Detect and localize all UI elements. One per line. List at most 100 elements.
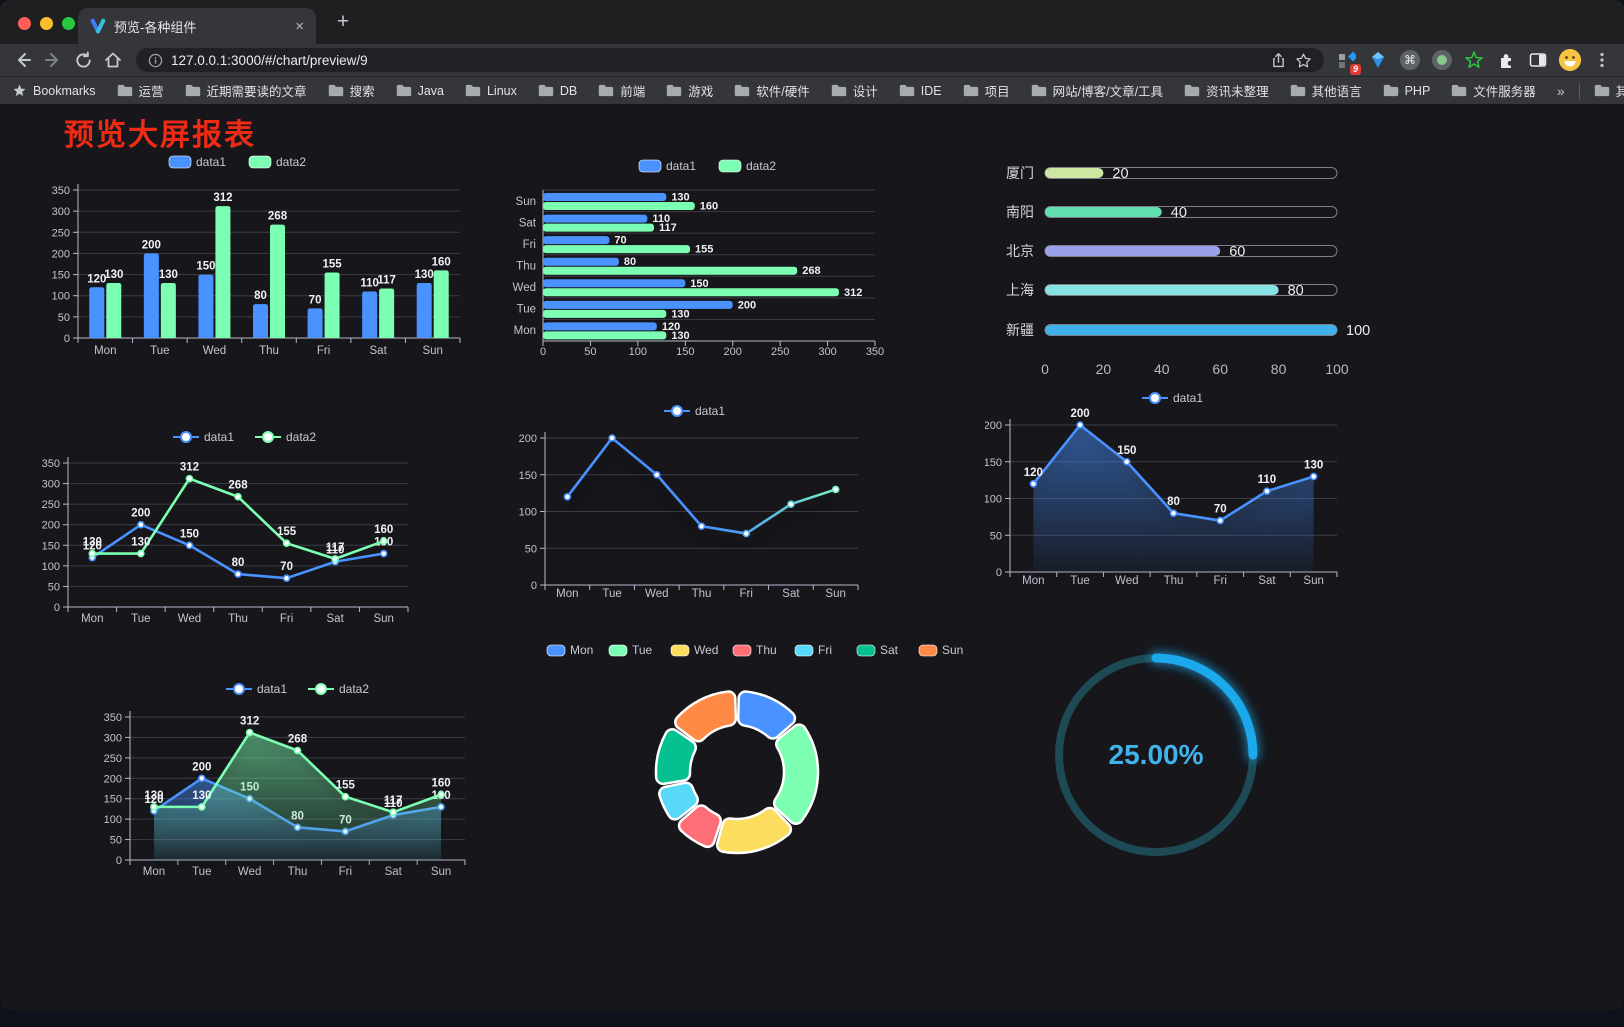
svg-text:200: 200 bbox=[131, 508, 150, 520]
bookmark-folder[interactable]: 游戏 bbox=[666, 81, 713, 100]
minimize-window-button[interactable] bbox=[40, 17, 53, 30]
bookmarks-overflow-chevron[interactable]: » bbox=[1556, 82, 1565, 99]
svg-text:厦门: 厦门 bbox=[1006, 165, 1034, 181]
browser-tab[interactable]: 预览-各种组件 × bbox=[78, 8, 316, 44]
ext-star-icon[interactable] bbox=[1460, 47, 1488, 73]
svg-text:Mon: Mon bbox=[143, 866, 165, 878]
svg-text:70: 70 bbox=[614, 235, 626, 247]
bookmarks-divider bbox=[1578, 82, 1580, 99]
svg-text:150: 150 bbox=[42, 540, 60, 552]
bookmark-folder[interactable]: PHP bbox=[1383, 84, 1430, 98]
chart-line-dual[interactable]: data1 data2 0 50 100 150 200 250 300 350 Mon Tue Wed… bbox=[40, 425, 460, 635]
svg-text:70: 70 bbox=[280, 561, 293, 573]
bookmark-folder[interactable]: Linux bbox=[465, 84, 517, 98]
ext-record-icon[interactable] bbox=[1428, 47, 1456, 73]
share-icon[interactable] bbox=[1270, 52, 1287, 69]
bookmark-folder[interactable]: DB bbox=[538, 84, 577, 98]
svg-text:250: 250 bbox=[42, 499, 60, 511]
svg-text:80: 80 bbox=[1167, 496, 1180, 508]
svg-text:150: 150 bbox=[519, 470, 537, 482]
ext-puzzle-icon[interactable] bbox=[1492, 47, 1520, 73]
bookmark-folder[interactable]: 前端 bbox=[598, 81, 645, 100]
svg-text:Sat: Sat bbox=[519, 217, 537, 229]
svg-text:200: 200 bbox=[985, 420, 1002, 432]
svg-text:Mon: Mon bbox=[1022, 575, 1044, 587]
bookmark-folder[interactable]: 搜索 bbox=[328, 81, 375, 100]
svg-text:Fri: Fri bbox=[339, 866, 352, 878]
other-bookmarks-folder[interactable]: 其他书签 bbox=[1594, 81, 1624, 100]
bookmark-folder[interactable]: 资讯未整理 bbox=[1184, 81, 1269, 100]
site-info-icon[interactable] bbox=[148, 53, 163, 68]
svg-text:150: 150 bbox=[104, 794, 122, 806]
tab-close-icon[interactable]: × bbox=[295, 17, 304, 35]
traffic-lights bbox=[18, 17, 75, 30]
forward-icon[interactable] bbox=[38, 47, 68, 73]
url-bar[interactable]: 127.0.0.1:3000/#/chart/preview/9 bbox=[136, 48, 1324, 72]
navigation-bar: 127.0.0.1:3000/#/chart/preview/9 9 ⌘ bbox=[0, 44, 1624, 76]
chart-line-area-dual[interactable]: data1 data2 0 50 100 150 200 250 300 350 Mon Tue Wed… bbox=[95, 678, 515, 888]
bookmark-folder[interactable]: Java bbox=[396, 84, 444, 98]
svg-text:Thu: Thu bbox=[516, 261, 536, 273]
svg-text:Sat: Sat bbox=[782, 588, 800, 600]
close-window-button[interactable] bbox=[18, 17, 31, 30]
svg-text:130: 130 bbox=[192, 790, 211, 802]
svg-text:250: 250 bbox=[52, 227, 70, 239]
svg-text:155: 155 bbox=[277, 526, 297, 538]
sidebar-toggle-icon[interactable] bbox=[1524, 47, 1552, 73]
chart-donut-pie[interactable]: Mon Tue Wed Thu Fri Sat Sun bbox=[535, 638, 975, 898]
svg-text:Mon: Mon bbox=[556, 588, 578, 600]
svg-text:Sat: Sat bbox=[385, 866, 403, 878]
bookmark-folder[interactable]: 近期需要读的文章 bbox=[185, 81, 307, 100]
home-icon[interactable] bbox=[98, 47, 128, 73]
menu-kebab-icon[interactable] bbox=[1588, 47, 1616, 73]
bookmark-folder[interactable]: 设计 bbox=[831, 81, 878, 100]
bookmark-folder[interactable]: 网站/博客/文章/工具 bbox=[1031, 81, 1163, 100]
svg-text:Wed: Wed bbox=[238, 866, 261, 878]
svg-text:Wed: Wed bbox=[694, 643, 718, 657]
svg-text:268: 268 bbox=[802, 265, 820, 277]
svg-text:150: 150 bbox=[180, 528, 199, 540]
chart-horizontal-bar[interactable]: data1 data2 0 50 100 150 200 250 300 350 Sun Sat Fri… bbox=[505, 152, 905, 367]
svg-text:Wed: Wed bbox=[203, 345, 226, 357]
svg-text:0: 0 bbox=[54, 602, 60, 614]
chart-gauge-percent[interactable]: 25.00% bbox=[1036, 635, 1276, 875]
chart-grouped-bar[interactable]: data1 data2 0 50 100 150 200 250 300 350 Mon Tue Wed… bbox=[40, 148, 470, 373]
svg-text:100: 100 bbox=[629, 346, 647, 358]
svg-text:Fri: Fri bbox=[317, 345, 330, 357]
back-icon[interactable] bbox=[8, 47, 38, 73]
chart-line-gradient[interactable]: data1 0 50 100 150 200 Mon Tue Wed Thu Fri Sat Sun bbox=[505, 400, 905, 610]
svg-text:Tue: Tue bbox=[192, 866, 211, 878]
page-content: 预览大屏报表 data1 data2 0 50 100 150 200 250 300 350 Mo… bbox=[0, 104, 1624, 1011]
svg-text:110: 110 bbox=[652, 213, 670, 225]
bookmark-folder[interactable]: 文件服务器 bbox=[1451, 81, 1536, 100]
bookmark-folder[interactable]: 其他语言 bbox=[1290, 81, 1362, 100]
svg-text:130: 130 bbox=[671, 192, 689, 204]
new-tab-button[interactable]: + bbox=[336, 10, 350, 33]
svg-text:200: 200 bbox=[192, 761, 211, 773]
ext-grid-icon[interactable]: 9 bbox=[1332, 47, 1361, 75]
url-text[interactable]: 127.0.0.1:3000/#/chart/preview/9 bbox=[171, 52, 368, 68]
svg-text:110: 110 bbox=[1258, 474, 1277, 486]
chart-progress-bars[interactable]: 厦门 20 南阳 40 北京 60 上海 80 新疆 100 0 20 40 60 80 100 bbox=[990, 158, 1390, 383]
fullscreen-window-button[interactable] bbox=[62, 17, 75, 30]
svg-text:100: 100 bbox=[1325, 361, 1349, 377]
ext-command-icon[interactable]: ⌘ bbox=[1396, 47, 1424, 73]
svg-text:200: 200 bbox=[724, 346, 742, 358]
svg-text:Tue: Tue bbox=[517, 304, 536, 316]
ext-gem-icon[interactable] bbox=[1364, 47, 1392, 73]
svg-text:110: 110 bbox=[326, 545, 345, 557]
bookmark-folder[interactable]: 运营 bbox=[117, 81, 164, 100]
chart-area-line[interactable]: data1 0 50 100 150 200 Mon Tue Wed Thu Fri Sat Sun 12… bbox=[985, 388, 1385, 598]
bookmark-star-icon[interactable] bbox=[1295, 52, 1312, 69]
bookmark-folder[interactable]: IDE bbox=[899, 84, 942, 98]
svg-text:Thu: Thu bbox=[288, 866, 308, 878]
profile-avatar[interactable] bbox=[1556, 47, 1584, 73]
bookmark-folder[interactable]: 软件/硬件 bbox=[734, 81, 810, 100]
bookmark-folder[interactable]: 项目 bbox=[963, 81, 1010, 100]
svg-text:Sun: Sun bbox=[516, 196, 536, 208]
svg-text:130: 130 bbox=[159, 269, 178, 281]
reload-icon[interactable] bbox=[68, 47, 98, 73]
bookmarks-manager-item[interactable]: Bookmarks bbox=[12, 83, 96, 98]
svg-text:20: 20 bbox=[1096, 361, 1112, 377]
svg-text:Mon: Mon bbox=[514, 325, 536, 337]
